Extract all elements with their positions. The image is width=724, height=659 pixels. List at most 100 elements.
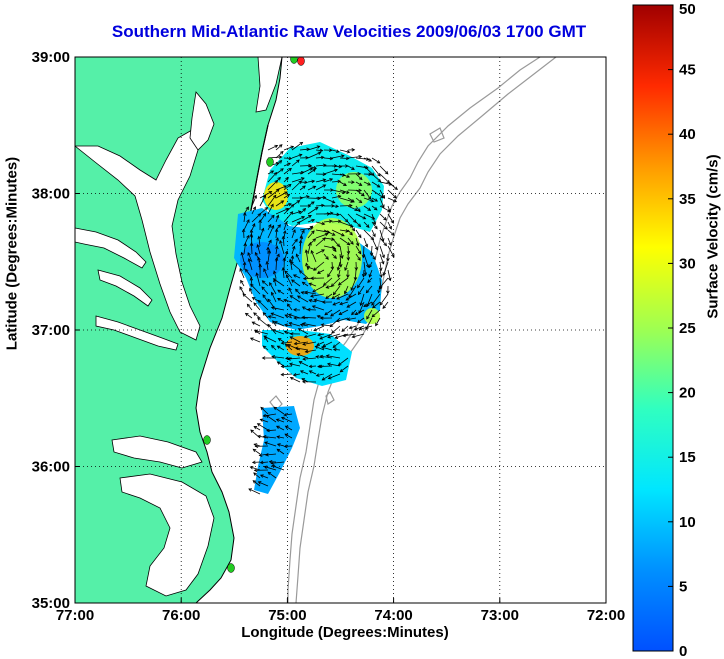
velocity-arrowhead [249,242,254,246]
velocity-arrowhead [257,299,262,304]
velocity-arrowhead [283,298,287,303]
velocity-arrowhead [274,179,279,184]
velocity-arrowhead [339,301,344,306]
velocity-arrow [279,240,285,255]
velocity-arrowhead [358,188,363,193]
velocity-arrow [271,312,285,319]
velocity-arrowhead [267,298,271,303]
velocity-arrow [277,345,285,351]
velocity-arrow [266,414,277,423]
velocity-arrow [387,205,391,212]
velocity-arrowhead [282,257,287,261]
y-tick-label: 39:00 [32,49,70,66]
velocity-arrow [289,363,301,367]
velocity-arrowhead [304,180,308,185]
velocity-arrowhead [322,195,327,200]
velocity-arrow [296,254,301,263]
velocity-arrow [339,245,343,259]
velocity-arrowhead [281,235,286,240]
velocity-arrow [248,258,253,271]
chesapeake-bay [75,57,283,597]
velocity-arrow [383,261,389,276]
velocity-arrowhead [267,323,271,328]
velocity-arrowhead [349,203,353,208]
velocity-arrow [306,266,317,271]
velocity-arrow [283,204,295,215]
velocity-arrowhead [340,154,345,158]
velocity-arrow [275,229,278,239]
velocity-arrowhead [249,287,253,292]
velocity-arrowhead [298,180,303,184]
velocity-arrow [251,242,253,255]
velocity-arrowhead [252,448,257,453]
velocity-arrow [272,329,285,335]
velocity-arrow [299,196,310,199]
velocity-arrowhead [305,262,309,267]
velocity-arrow [345,293,357,301]
velocity-arrow [275,191,288,199]
y-tick-label: 36:00 [32,459,70,476]
velocity-arrow [277,298,285,303]
velocity-arrow [347,205,358,211]
velocity-arrowhead [278,160,283,164]
velocity-arrowhead [330,266,335,271]
velocity-arrowhead [381,204,385,209]
velocity-arrow [258,300,269,311]
velocity-arrow [281,365,293,368]
velocity-arrow [309,365,317,367]
velocity-arrowhead [324,232,329,237]
velocity-arrow [283,157,292,159]
velocity-arrow [252,480,261,487]
velocity-arrowhead [330,313,334,317]
velocity-arrow [363,157,372,162]
velocity-arrowhead [252,480,257,484]
velocity-arrowhead [394,186,398,190]
velocity-arrow [315,149,323,152]
velocity-arrowhead [327,376,332,380]
velocity-arrow [291,216,305,223]
velocity-arrow [263,335,277,343]
velocity-arrowhead [315,373,320,377]
velocity-arrow [243,219,250,231]
velocity-arrow [271,461,285,464]
velocity-arrow [331,155,345,159]
velocity-arrowhead [363,272,368,277]
velocity-arrow [355,205,361,212]
velocity-arrowhead [294,288,299,293]
velocity-arrowhead [268,460,273,464]
velocity-arrowhead [345,229,350,233]
velocity-arrow [309,299,317,303]
velocity-arrowhead [372,221,377,226]
velocity-arrow [291,239,298,247]
velocity-arrowhead [287,162,291,166]
velocity-arrowhead [277,176,281,181]
velocity-arrowhead [298,361,303,365]
velocity-arrow [371,253,376,260]
velocity-arrow [371,237,378,250]
velocity-arrow [339,237,351,246]
potomac-river [75,227,147,269]
velocity-arrow [284,413,293,416]
velocity-arrowhead [329,156,334,161]
velocity-arrow [253,302,261,311]
velocity-arrow [355,173,363,180]
velocity-arrow [263,436,277,439]
velocity-arrow [267,214,275,223]
velocity-arrow [282,236,285,247]
velocity-arrowhead [326,362,331,366]
velocity-arrowhead [381,260,385,265]
velocity-arrowhead [280,364,285,369]
velocity-arrow [379,261,382,271]
velocity-arrow [247,252,253,263]
velocity-arrowhead [359,302,363,307]
velocity-arrow [283,177,289,183]
x-axis-label: Longitude (Degrees:Minutes) [241,624,449,641]
velocity-arrow [282,267,285,279]
velocity-arrowhead [245,268,249,273]
velocity-arrow [285,314,293,319]
velocity-arrow [315,221,325,225]
velocity-arrow [243,229,245,239]
velocity-arrowhead [239,267,243,272]
velocity-arrow [331,261,333,270]
velocity-arrowhead [368,172,373,177]
